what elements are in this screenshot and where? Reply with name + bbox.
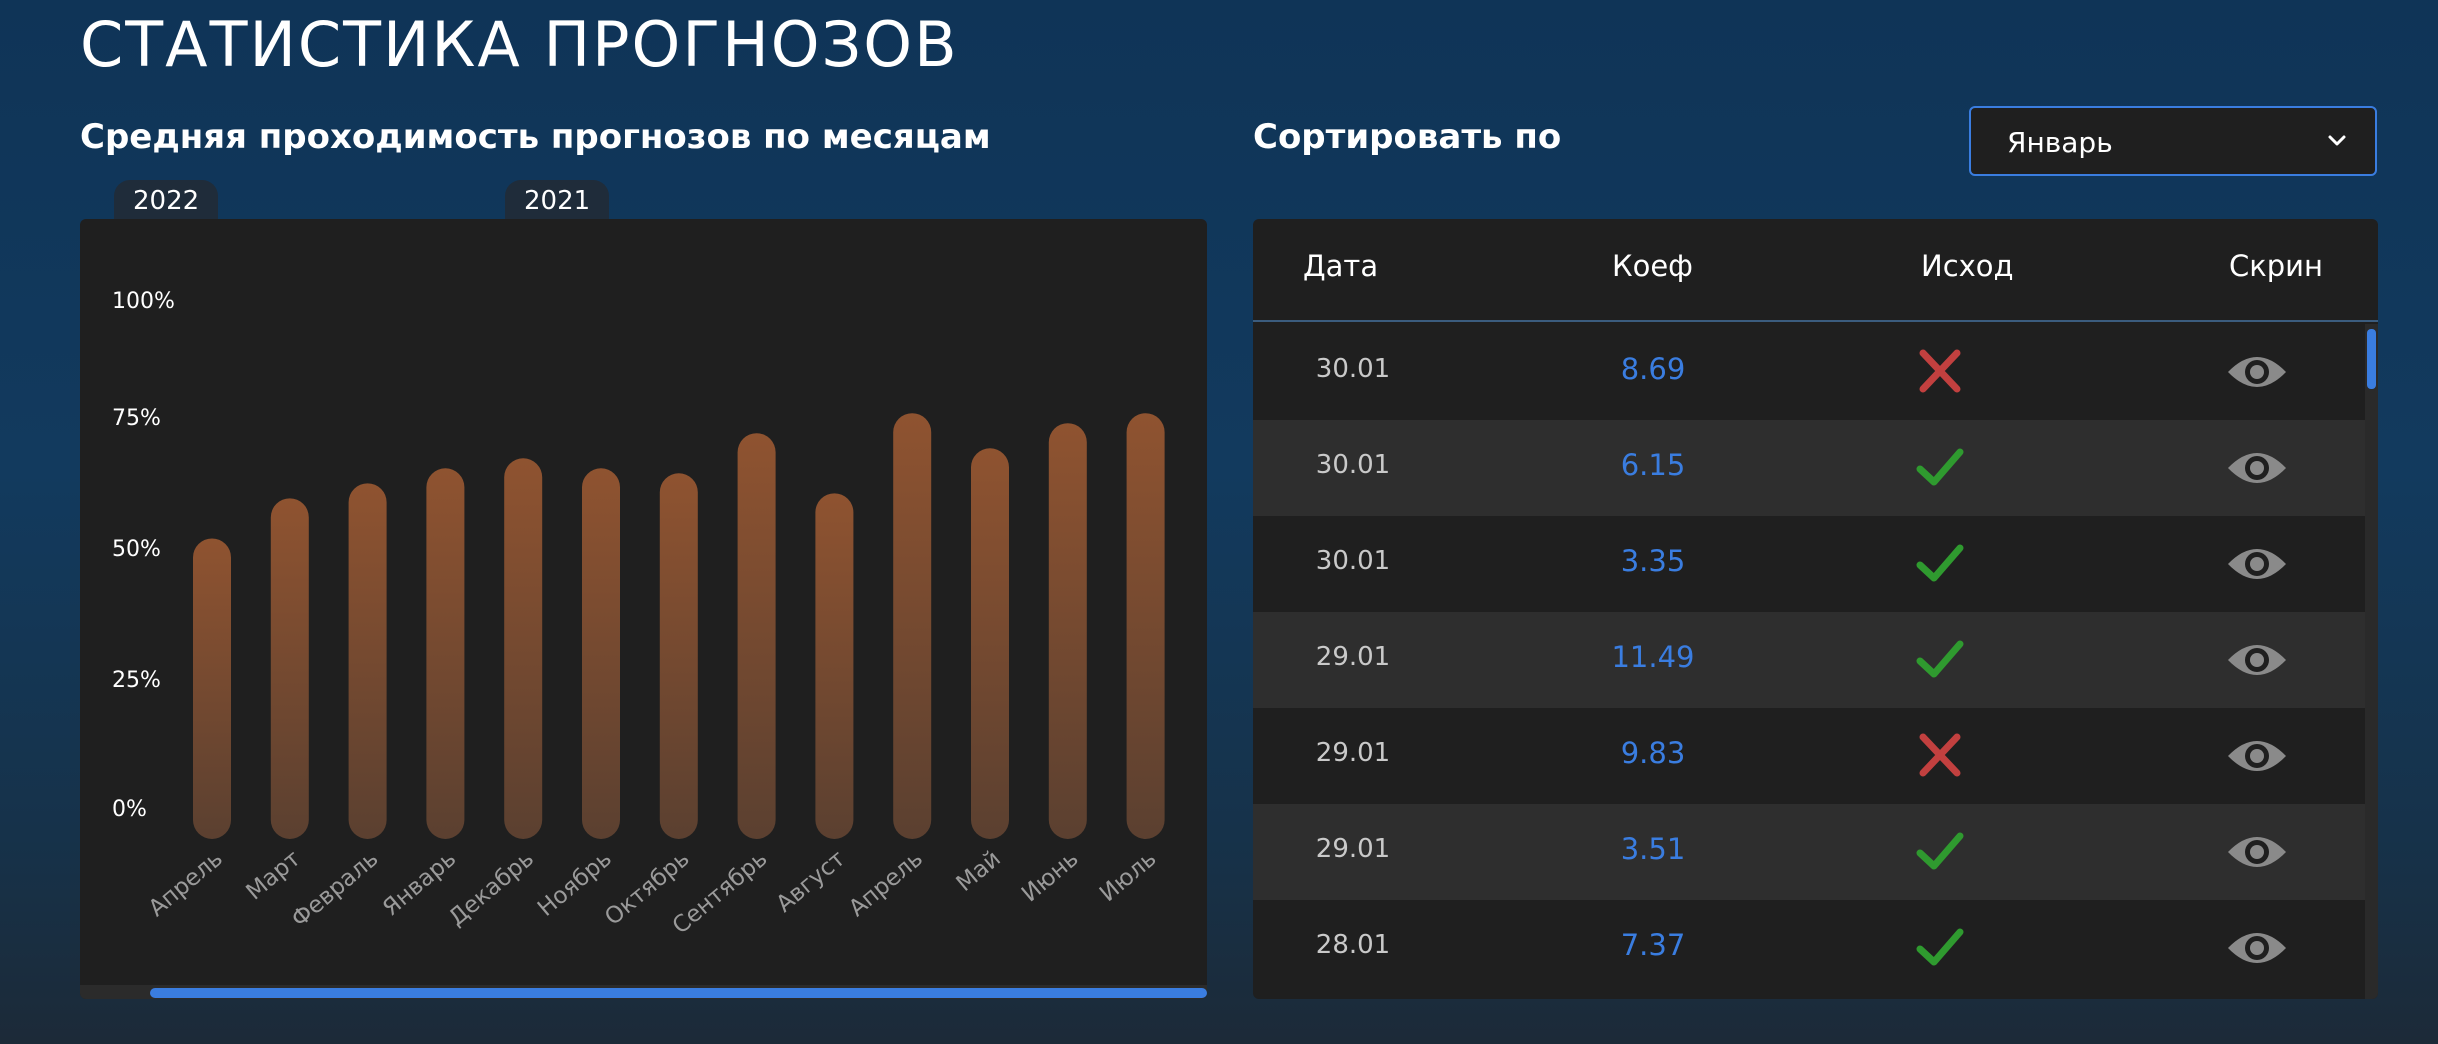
table-row[interactable]: 29.01 3.51: [1253, 804, 2365, 900]
bar[interactable]: [659, 473, 698, 839]
bar[interactable]: [893, 413, 932, 839]
bar[interactable]: [737, 433, 776, 839]
table-row[interactable]: 30.01 3.35: [1253, 516, 2365, 612]
chart-scrollbar-thumb[interactable]: [150, 988, 1207, 998]
table-scrollbar-thumb[interactable]: [2367, 329, 2376, 389]
bar[interactable]: [1048, 423, 1087, 839]
check-icon: [1915, 443, 1965, 495]
cell-koef: 8.69: [1620, 352, 1686, 386]
x-tick-label: Июнь: [1017, 846, 1084, 908]
eye-icon[interactable]: [2225, 638, 2289, 686]
bar[interactable]: [815, 493, 854, 839]
cell-date: 30.01: [1315, 450, 1391, 480]
cross-icon: [1915, 347, 1965, 399]
chart-section-title: Средняя проходимость прогнозов по месяца…: [80, 117, 991, 157]
cell-date: 29.01: [1315, 834, 1391, 864]
header-koef[interactable]: Коеф: [1612, 249, 1693, 283]
check-icon: [1915, 827, 1965, 879]
bar[interactable]: [582, 468, 620, 839]
bar-chart: 0%25%50%75%100%Апрель МартФевральЯнварьДе…: [112, 289, 1165, 939]
table-row[interactable]: 28.01 7.37: [1253, 900, 2365, 996]
table-row[interactable]: 30.01 8.69: [1253, 324, 2365, 420]
eye-icon[interactable]: [2225, 446, 2289, 494]
cell-koef: 7.37: [1620, 928, 1686, 962]
x-tick-label: Апрель: [144, 846, 228, 922]
year-tab-2022[interactable]: 2022: [114, 180, 219, 222]
table-scrollbar[interactable]: [2365, 324, 2378, 999]
chart-panel: 0% 25% 50% 75% 100% Апрель Март Февраль Январь Де…: [80, 219, 1207, 999]
x-tick-label: Май: [952, 846, 1006, 897]
header-date[interactable]: Дата: [1303, 249, 1379, 283]
y-tick-label: 0%: [112, 797, 147, 822]
eye-icon[interactable]: [2225, 350, 2289, 398]
cell-koef: 9.83: [1620, 736, 1686, 770]
eye-icon[interactable]: [2225, 734, 2289, 782]
x-tick-label: Февраль: [287, 846, 384, 933]
table-row[interactable]: 29.01 11.49: [1253, 612, 2365, 708]
x-tick-label: Июль: [1095, 846, 1161, 908]
cell-date: 30.01: [1315, 354, 1391, 384]
table-header: Дата Коеф Исход Скрин: [1253, 219, 2378, 322]
cell-date: 30.01: [1315, 546, 1391, 576]
predictions-table: Дата Коеф Исход Скрин 30.01 8.69 30.01 6.15…: [1253, 219, 2378, 999]
page-title: СТАТИСТИКА ПРОГНОЗОВ: [80, 8, 959, 81]
x-tick-label: Март: [241, 846, 305, 906]
cell-koef: 3.51: [1620, 832, 1686, 866]
cross-icon: [1915, 731, 1965, 783]
sort-label: Сортировать по: [1253, 117, 1562, 157]
check-icon: [1915, 539, 1965, 591]
y-tick-label: 50%: [112, 537, 161, 562]
month-select-value: Январь: [2007, 126, 2113, 159]
x-tick-label: Апрель: [844, 846, 928, 922]
bar[interactable]: [1126, 413, 1165, 839]
header-result[interactable]: Исход: [1921, 249, 2014, 283]
x-tick-label: Декабрь: [444, 846, 539, 932]
bar[interactable]: [348, 483, 387, 839]
table-body: 30.01 8.69 30.01 6.15 30.01 3.35 29.01 11.49 29.…: [1253, 324, 2365, 996]
table-row[interactable]: 30.01 6.15: [1253, 420, 2365, 516]
cell-koef: 6.15: [1620, 448, 1686, 482]
cell-date: 28.01: [1315, 930, 1391, 960]
chart-scrollbar[interactable]: [80, 985, 1207, 999]
cell-koef: 3.35: [1620, 544, 1686, 578]
cell-date: 29.01: [1315, 642, 1391, 672]
header-screen[interactable]: Скрин: [2229, 249, 2323, 283]
year-tab-2021[interactable]: 2021: [505, 180, 610, 222]
check-icon: [1915, 923, 1965, 975]
x-tick-label: Август: [771, 846, 850, 918]
y-tick-label: 25%: [112, 668, 161, 693]
y-tick-label: 100%: [112, 289, 175, 314]
cell-date: 29.01: [1315, 738, 1391, 768]
eye-icon[interactable]: [2225, 830, 2289, 878]
eye-icon[interactable]: [2225, 542, 2289, 590]
bar[interactable]: [504, 458, 543, 839]
bar[interactable]: [971, 448, 1009, 839]
y-tick-label: 75%: [112, 406, 161, 431]
bar[interactable]: [270, 498, 309, 839]
chevron-down-icon: [2325, 128, 2349, 156]
month-select[interactable]: Январь: [1969, 106, 2377, 176]
bar[interactable]: [426, 468, 465, 839]
bar[interactable]: [193, 538, 231, 839]
eye-icon[interactable]: [2225, 926, 2289, 974]
check-icon: [1915, 635, 1965, 687]
cell-koef: 11.49: [1611, 640, 1695, 674]
table-row[interactable]: 29.01 9.83: [1253, 708, 2365, 804]
